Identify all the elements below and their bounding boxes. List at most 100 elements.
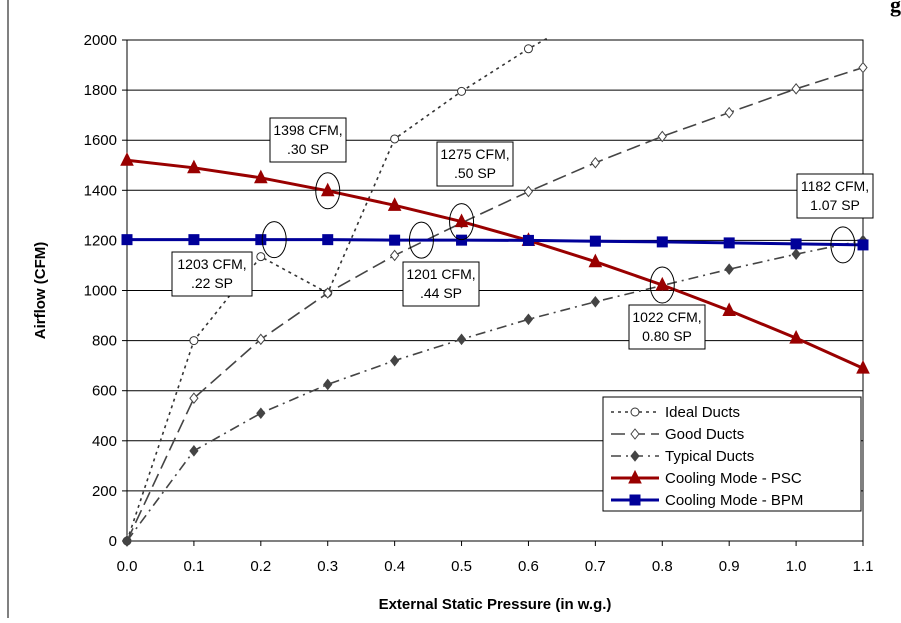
annotation-label: 1.07 SP	[810, 197, 860, 213]
data-point	[322, 234, 334, 246]
data-point	[389, 354, 400, 367]
data-point	[320, 182, 335, 197]
data-point	[456, 234, 468, 246]
y-tick-label: 2000	[84, 32, 117, 49]
x-tick-label: 0.1	[183, 558, 204, 575]
legend-marker	[628, 469, 642, 484]
data-point	[590, 295, 601, 308]
annotation-ellipse	[408, 221, 434, 259]
annotation-callout: 1022 CFM, 0.80 SP	[628, 266, 706, 350]
x-tick-label: 0.8	[652, 558, 673, 575]
data-point	[724, 263, 734, 276]
y-axis-title: Airflow (CFM)	[32, 242, 49, 339]
x-tick-label: 0.2	[250, 558, 271, 575]
annotation-box	[402, 261, 480, 307]
data-point	[256, 333, 266, 346]
annotation-callout: 1182 CFM, 1.07 SP	[796, 173, 874, 264]
clipped-title-fragment: g	[890, 0, 901, 17]
annotation-ellipse	[649, 266, 675, 304]
data-point	[523, 313, 534, 326]
data-point	[454, 213, 469, 228]
x-tick-label: 0.9	[719, 558, 740, 575]
data-point	[187, 159, 201, 174]
annotation-label: 1022 CFM,	[632, 309, 701, 325]
x-tick-label: 0.3	[317, 558, 338, 575]
annotation-box	[171, 251, 253, 297]
data-point	[722, 302, 736, 317]
x-tick-label: 0.4	[384, 558, 405, 575]
legend-box	[602, 396, 862, 512]
data-point	[656, 236, 668, 248]
data-point	[790, 238, 802, 250]
y-tick-label: 1200	[84, 232, 117, 249]
legend-marker	[630, 407, 640, 417]
annotation-box	[628, 304, 706, 350]
annotation-callout: 1201 CFM, .44 SP	[402, 221, 480, 307]
x-tick-label: 1.1	[853, 558, 874, 575]
annotation-box	[269, 117, 347, 163]
y-tick-label: 200	[92, 483, 117, 500]
x-tick-label: 0.0	[117, 558, 138, 575]
series-line-cooling-mode-bpm	[127, 238, 864, 247]
data-point	[857, 239, 869, 251]
legend-label: Cooling Mode - PSC	[665, 470, 802, 487]
annotation-label: .30 SP	[287, 141, 329, 157]
annotation-box	[436, 141, 514, 187]
data-point	[523, 185, 534, 198]
legend-marker	[630, 450, 640, 462]
legend-entry-good-ducts: Good Ducts	[611, 426, 744, 443]
x-tick-label: 0.5	[451, 558, 472, 575]
data-point	[589, 235, 601, 247]
data-point	[789, 329, 803, 344]
data-point	[657, 130, 667, 143]
annotation-label: .22 SP	[191, 275, 233, 291]
data-point	[188, 234, 200, 246]
legend-entry-ideal-ducts: Ideal Ducts	[611, 404, 740, 421]
y-tick-label: 400	[92, 433, 117, 450]
legend-entry-typical-ducts: Typical Ducts	[611, 448, 754, 465]
data-point	[522, 234, 534, 246]
data-point	[387, 197, 402, 211]
data-point	[588, 253, 603, 268]
data-point	[590, 156, 601, 169]
series-cooling-mode-bpm	[121, 234, 869, 251]
y-tick-label: 1800	[84, 82, 117, 99]
data-point	[256, 252, 266, 262]
y-tick-label: 1400	[84, 182, 117, 199]
data-point	[390, 134, 400, 144]
x-tick-label: 1.0	[786, 558, 807, 575]
data-point	[457, 86, 467, 96]
y-tick-label: 600	[92, 383, 117, 400]
y-tick-label: 0	[109, 533, 117, 550]
annotation-label: 1203 CFM,	[177, 256, 246, 272]
annotation-ellipse	[830, 226, 856, 264]
data-point	[724, 106, 734, 119]
x-axis-title: External Static Pressure (in w.g.)	[379, 596, 612, 613]
data-point	[523, 44, 533, 54]
data-point	[791, 248, 801, 260]
data-point	[256, 407, 266, 420]
legend-marker	[630, 428, 640, 440]
data-point	[456, 333, 467, 346]
data-point	[189, 445, 199, 457]
data-point	[122, 535, 132, 547]
annotation-label: .44 SP	[420, 285, 462, 301]
annotation-label: 1201 CFM,	[406, 266, 475, 282]
annotation-box	[796, 173, 874, 219]
series-cooling-mode-psc	[120, 152, 870, 374]
data-point	[254, 169, 268, 184]
data-point	[856, 360, 870, 374]
annotation-label: 1275 CFM,	[440, 146, 509, 162]
data-point	[389, 234, 401, 246]
annotation-label: 1398 CFM,	[273, 122, 342, 138]
data-point	[858, 61, 868, 74]
series-line-ideal-ducts	[126, 36, 549, 542]
annotation-ellipse	[261, 221, 287, 259]
legend-marker	[629, 494, 641, 506]
annotation-label: .50 SP	[454, 165, 496, 181]
series-line-cooling-mode-psc	[126, 158, 864, 370]
data-point	[723, 237, 735, 249]
y-tick-label: 800	[92, 333, 117, 350]
legend-label: Good Ducts	[665, 426, 744, 443]
